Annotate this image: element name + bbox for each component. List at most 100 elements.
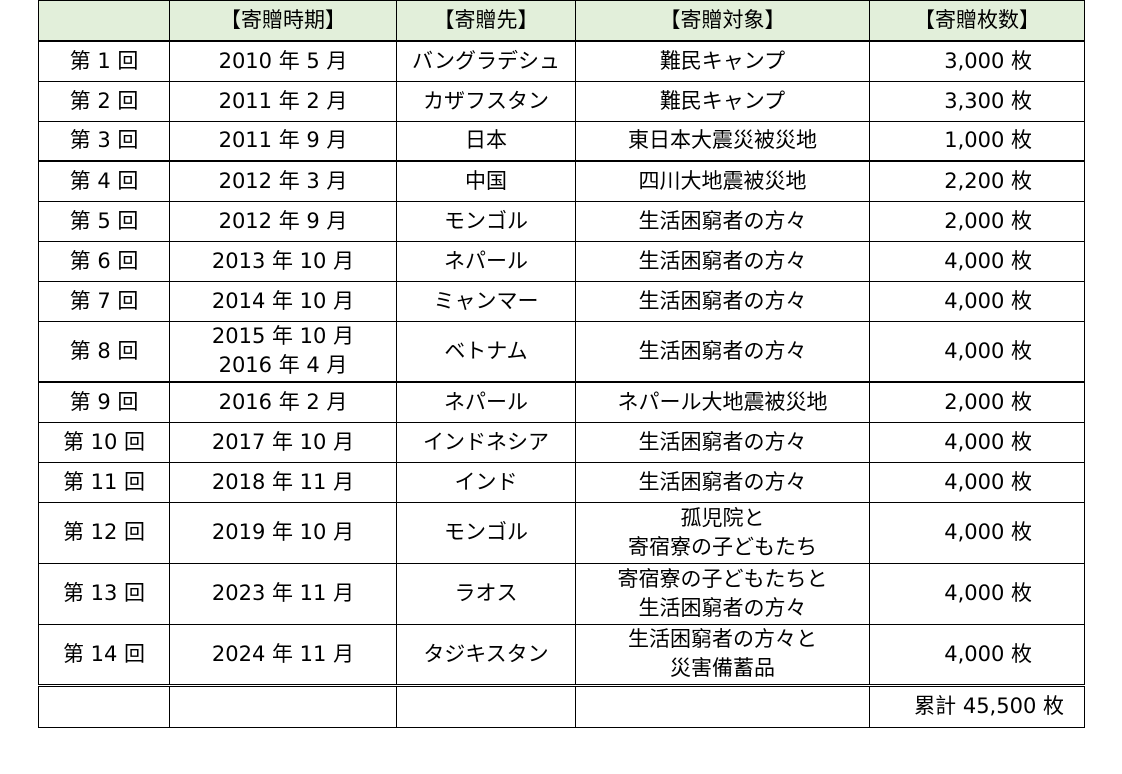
table-row: 第 1 回 2010 年 5 月 バングラデシュ 難民キャンプ 3,000 枚: [38, 40, 1085, 82]
target-line: 寄宿寮の子どもたちと: [617, 566, 828, 591]
target-line: 孤児院と: [680, 505, 765, 530]
header-count: 【寄贈枚数】: [869, 0, 1085, 42]
period-cell: 2017 年 10 月: [169, 421, 397, 463]
count-cell: 4,000 枚: [869, 562, 1085, 625]
table-row: 第 12 回 2019 年 10 月モンゴル 孤児院と 寄宿寮の子どもたち 4,000 …: [38, 501, 1085, 564]
period-cell: 2012 年 3 月: [169, 160, 397, 202]
table-row: 第 14 回 2024 年 11 月タジキスタン 生活困窮者の方々と 災害備蓄品 4,0…: [38, 623, 1085, 686]
destination-cell: ネパール: [396, 381, 576, 423]
destination-cell: ネパール: [396, 240, 576, 282]
period-line: 2024 年 11 月: [211, 641, 355, 666]
footer-empty-cell: [38, 683, 170, 728]
target-cell: 生活困窮者の方々: [575, 461, 870, 503]
round-cell: 第 5 回: [38, 200, 170, 242]
round-cell: 第 13 回: [38, 562, 170, 625]
round-cell: 第 9 回: [38, 381, 170, 423]
period-cell: 2011 年 9 月: [169, 120, 397, 162]
destination-cell: タジキスタン: [396, 623, 576, 686]
table-row: 第 8 回 2015 年 10 月 2016 年 4 月 ベトナム 生活困窮者の方々 4,…: [38, 320, 1085, 383]
target-line: 難民キャンプ: [659, 88, 786, 113]
count-cell: 2,200 枚: [869, 160, 1085, 202]
count-cell: 4,000 枚: [869, 501, 1085, 564]
destination-cell: ラオス: [396, 562, 576, 625]
round-cell: 第 3 回: [38, 120, 170, 162]
table-row: 第 5 回 2012 年 9 月 モンゴル 生活困窮者の方々 2,000 枚: [38, 200, 1085, 242]
count-cell: 4,000 枚: [869, 240, 1085, 282]
count-cell: 4,000 枚: [869, 461, 1085, 503]
target-cell: 難民キャンプ: [575, 40, 870, 82]
target-cell: 四川大地震被災地: [575, 160, 870, 202]
round-cell: 第 11 回: [38, 461, 170, 503]
period-cell: 2016 年 2 月: [169, 381, 397, 423]
count-cell: 3,000 枚: [869, 40, 1085, 82]
total-row: 累計 45,500 枚: [38, 683, 1085, 728]
count-cell: 2,000 枚: [869, 200, 1085, 242]
destination-cell: カザフスタン: [396, 80, 576, 122]
period-cell: 2023 年 11 月: [169, 562, 397, 625]
period-line: 2011 年 9 月: [218, 128, 348, 153]
period-line: 2016 年 4 月: [218, 353, 348, 378]
table-row: 第 7 回 2014 年 10 月 ミャンマー 生活困窮者の方々 4,000 枚: [38, 280, 1085, 322]
period-line: 2011 年 2 月: [218, 88, 348, 113]
target-cell: 寄宿寮の子どもたちと 生活困窮者の方々: [575, 562, 870, 625]
header-round: [38, 0, 170, 42]
target-line: 難民キャンプ: [659, 48, 786, 73]
count-cell: 4,000 枚: [869, 280, 1085, 322]
target-line: 四川大地震被災地: [638, 168, 807, 193]
round-cell: 第 4 回: [38, 160, 170, 202]
target-line: 災害備蓄品: [670, 656, 775, 680]
count-cell: 4,000 枚: [869, 320, 1085, 383]
target-line: 生活困窮者の方々: [638, 595, 807, 620]
target-cell: 生活困窮者の方々と 災害備蓄品: [575, 623, 870, 686]
period-cell: 2011 年 2 月: [169, 80, 397, 122]
target-cell: 生活困窮者の方々: [575, 280, 870, 322]
period-line: 2010 年 5 月: [218, 48, 348, 73]
count-cell: 1,000 枚: [869, 120, 1085, 162]
footer-empty-cell: [169, 683, 397, 728]
total-count: 累計 45,500 枚: [869, 683, 1085, 728]
table-row: 第 6 回 2013 年 10 月 ネパール 生活困窮者の方々 4,000 枚: [38, 240, 1085, 282]
period-line: 2023 年 11 月: [211, 581, 355, 606]
destination-cell: モンゴル: [396, 200, 576, 242]
target-line: 生活困窮者の方々と: [628, 627, 817, 652]
target-line: 生活困窮者の方々: [638, 208, 807, 233]
period-line: 2018 年 11 月: [211, 469, 355, 494]
period-cell: 2012 年 9 月: [169, 200, 397, 242]
round-cell: 第 6 回: [38, 240, 170, 282]
table-header: 【寄贈時期】 【寄贈先】 【寄贈対象】 【寄贈枚数】: [38, 0, 1085, 42]
table-row: 第 2 回 2011 年 2 月 カザフスタン 難民キャンプ 3,300 枚: [38, 80, 1085, 122]
period-line: 2013 年 10 月: [211, 248, 355, 273]
destination-cell: 中国: [396, 160, 576, 202]
target-line: 寄宿寮の子どもたち: [628, 534, 817, 559]
round-cell: 第 12 回: [38, 501, 170, 564]
target-cell: 孤児院と寄宿寮の子どもたち: [575, 501, 870, 564]
target-line: 生活困窮者の方々: [638, 429, 807, 454]
count-cell: 3,300 枚: [869, 80, 1085, 122]
period-line: 2012 年 3 月: [218, 168, 348, 193]
period-line: 2015 年 10 月: [211, 324, 355, 349]
footer-empty-cell: [396, 683, 576, 728]
destination-cell: バングラデシュ: [396, 40, 576, 82]
destination-cell: インド: [396, 461, 576, 503]
table-body: 第 1 回 2010 年 5 月バングラデシュ 難民キャンプ 3,000 枚第 2 回…: [38, 40, 1085, 686]
target-line: 生活困窮者の方々: [638, 338, 807, 363]
count-cell: 4,000 枚: [869, 623, 1085, 686]
target-line: 生活困窮者の方々: [638, 288, 807, 313]
period-cell: 2019 年 10 月: [169, 501, 397, 564]
period-line: 2016 年 2 月: [218, 389, 348, 414]
target-line: 生活困窮者の方々: [638, 469, 807, 494]
header-destination: 【寄贈先】: [396, 0, 576, 42]
round-cell: 第 2 回: [38, 80, 170, 122]
round-cell: 第 7 回: [38, 280, 170, 322]
period-line: 2012 年 9 月: [218, 208, 348, 233]
table-row: 第 3 回 2011 年 9 月 日本 東日本大震災被災地 1,000 枚: [38, 120, 1085, 162]
round-cell: 第 10 回: [38, 421, 170, 463]
destination-cell: 日本: [396, 120, 576, 162]
round-cell: 第 8 回: [38, 320, 170, 383]
target-cell: 生活困窮者の方々: [575, 320, 870, 383]
target-cell: 生活困窮者の方々: [575, 240, 870, 282]
target-line: 生活困窮者の方々: [638, 248, 807, 273]
period-line: 2017 年 10 月: [211, 429, 355, 454]
count-cell: 4,000 枚: [869, 421, 1085, 463]
table-footer: 累計 45,500 枚: [38, 683, 1085, 728]
